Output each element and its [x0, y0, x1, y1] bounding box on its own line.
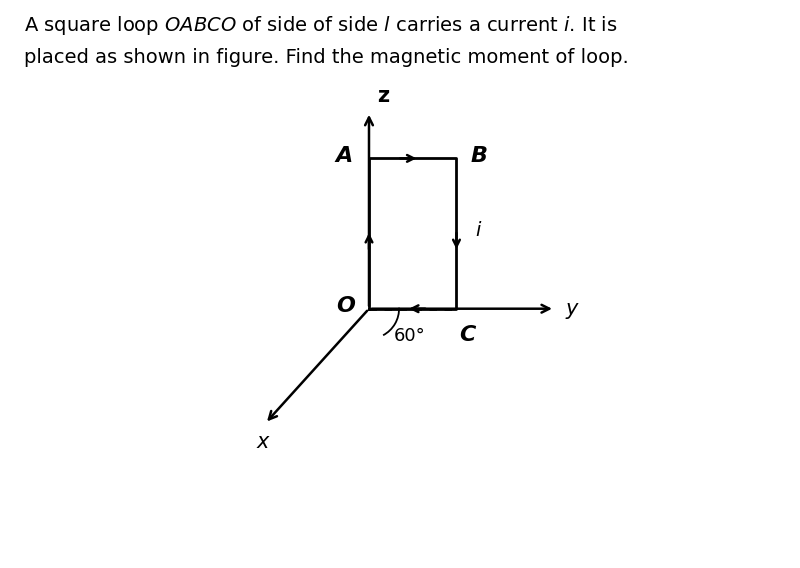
Text: i: i [476, 222, 481, 240]
Text: 60°: 60° [394, 327, 426, 345]
Text: B: B [470, 145, 487, 166]
Text: placed as shown in figure. Find the magnetic moment of loop.: placed as shown in figure. Find the magn… [24, 48, 629, 67]
Text: y: y [566, 299, 578, 319]
Text: O: O [337, 296, 355, 316]
Text: x: x [256, 432, 269, 452]
Text: C: C [459, 325, 475, 345]
Text: A square loop $\mathit{OABCO}$ of side of side $\mathit{l}$ carries a current $\: A square loop $\mathit{OABCO}$ of side o… [24, 14, 618, 37]
Text: z: z [377, 86, 390, 106]
Text: A: A [335, 145, 353, 166]
